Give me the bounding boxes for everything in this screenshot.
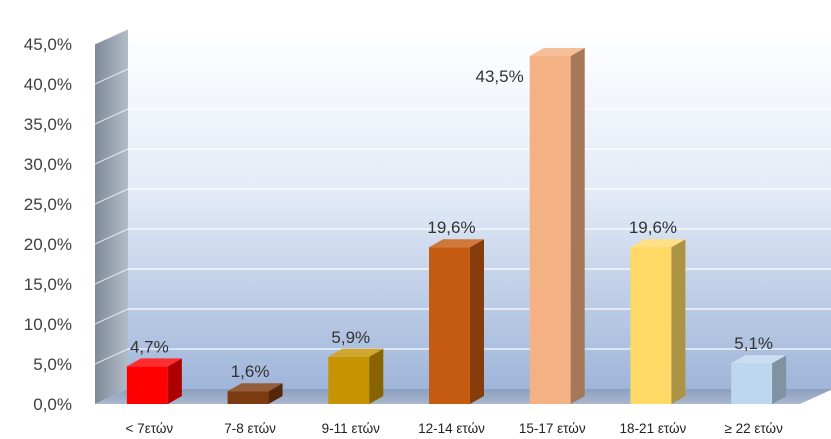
gridlines <box>94 28 831 365</box>
y-tick-label: 45,0% <box>24 35 72 54</box>
gridline-side <box>94 28 129 45</box>
x-category-label: 7-8 ετών <box>224 421 276 436</box>
bar <box>328 348 384 404</box>
bar-front <box>429 247 470 404</box>
x-category-label: 12-14 ετών <box>418 421 485 436</box>
gridline-side <box>94 308 129 325</box>
data-label: 5,1% <box>734 334 773 353</box>
y-tick-label: 10,0% <box>24 315 72 334</box>
gridline-side <box>94 268 129 285</box>
x-category-label: 18-21 ετών <box>620 421 687 436</box>
data-label: 19,6% <box>427 218 475 237</box>
bar <box>731 355 787 404</box>
bar-front <box>126 366 168 404</box>
data-label: 4,7% <box>130 337 169 356</box>
bar-top <box>227 383 283 392</box>
x-category-label: < 7ετών <box>126 421 174 436</box>
bar-side <box>570 48 585 404</box>
x-category-label: ≥ 22 ετών <box>724 421 783 436</box>
gridline-side <box>94 68 129 85</box>
gridline-side <box>94 188 129 205</box>
bar-front <box>731 363 773 404</box>
data-label: 5,9% <box>331 328 370 347</box>
bar <box>126 358 182 404</box>
gridline-side <box>94 108 129 125</box>
x-category-label: 15-17 ετών <box>519 421 586 436</box>
bar-front <box>227 391 269 404</box>
y-tick-label: 35,0% <box>24 115 72 134</box>
bar-top <box>126 358 182 367</box>
y-tick-label: 40,0% <box>24 75 72 94</box>
y-tick-label: 15,0% <box>24 275 72 294</box>
side-wall <box>95 29 128 404</box>
y-tick-label: 25,0% <box>24 195 72 214</box>
gridline-side <box>94 228 129 245</box>
x-category-label: 9-11 ετών <box>322 421 380 436</box>
bar-side <box>369 348 384 404</box>
gridline-side <box>94 348 129 365</box>
y-tick-label: 30,0% <box>24 155 72 174</box>
bar <box>429 239 484 404</box>
y-axis-tick-labels: 0,0% 5,0% 10,0% 15,0% 20,0% 25,0% 30,0% 35,0% 40… <box>24 35 72 414</box>
y-tick-label: 20,0% <box>24 235 72 254</box>
bar-side <box>470 239 484 404</box>
bars <box>126 48 787 404</box>
y-tick-label: 0,0% <box>33 395 72 414</box>
bar-side <box>167 358 182 404</box>
y-tick-label: 5,0% <box>33 355 72 374</box>
bar-front <box>529 56 571 404</box>
bar-side <box>671 239 686 404</box>
bar-top <box>529 48 585 56</box>
bar-top <box>731 355 787 364</box>
bar-top <box>630 239 686 248</box>
data-label: 43,5% <box>476 67 524 86</box>
gridline-side <box>94 148 129 165</box>
bar-front <box>630 247 672 404</box>
bar-side <box>772 355 787 404</box>
bar <box>227 383 283 404</box>
data-labels: 4,7% 1,6% 5,9% 19,6% 43,5% 19,6% 5,1% <box>130 67 773 381</box>
data-label: 1,6% <box>231 362 270 381</box>
bar-top <box>328 348 384 357</box>
bar <box>529 48 585 404</box>
x-axis-category-labels: < 7ετών 7-8 ετών 9-11 ετών 12-14 ετών 15-17 … <box>126 421 784 436</box>
bar <box>630 239 686 404</box>
bar-top <box>429 239 484 248</box>
bar-front <box>328 356 370 404</box>
bar-side <box>268 383 283 404</box>
data-label: 19,6% <box>629 218 677 237</box>
